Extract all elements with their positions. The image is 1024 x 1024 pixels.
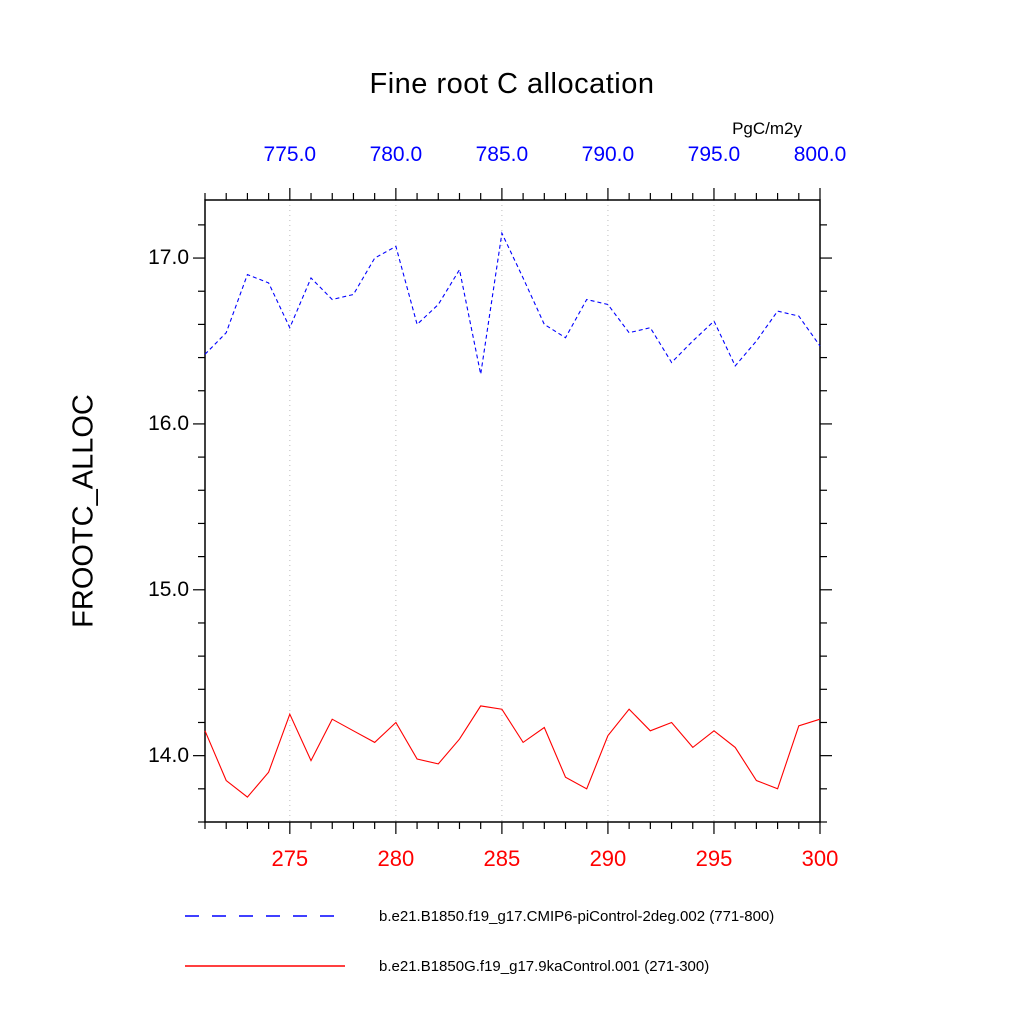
left-axis-tick-label: 14.0	[148, 743, 189, 767]
top-axis-tick-label: 795.0	[687, 143, 741, 166]
bottom-axis-tick-label: 280	[377, 846, 415, 871]
legend-entry: b.e21.B1850.f19_g17.CMIP6-piControl-2deg…	[185, 905, 774, 927]
top-axis-tick-label: 785.0	[475, 143, 529, 166]
left-axis-tick-label: 17.0	[148, 246, 189, 270]
bottom-axis-tick-label: 285	[483, 846, 521, 871]
top-axis-tick-label: 775.0	[263, 143, 317, 166]
top-axis-unit-label: PgC/m2y	[732, 119, 802, 138]
top-axis-tick-label: 790.0	[581, 143, 635, 166]
legend: b.e21.B1850.f19_g17.CMIP6-piControl-2deg…	[185, 905, 774, 1005]
bottom-axis-tick-label: 290	[589, 846, 627, 871]
left-axis-tick-label: 16.0	[148, 411, 189, 435]
top-axis-tick-label: 800.0	[793, 143, 847, 166]
bottom-axis-tick-label: 275	[271, 846, 309, 871]
legend-entry: b.e21.B1850G.f19_g17.9kaControl.001 (271…	[185, 955, 774, 977]
bottom-axis-tick-label: 295	[695, 846, 733, 871]
series-line-1	[204, 705, 821, 798]
left-axis-tick-label: 15.0	[148, 577, 189, 601]
top-axis-tick-label: 780.0	[369, 143, 423, 166]
legend-line-sample	[185, 965, 345, 967]
legend-entry-label: b.e21.B1850.f19_g17.CMIP6-piControl-2deg…	[379, 907, 775, 925]
plot-frame	[204, 199, 821, 823]
y-axis-title: FROOTC_ALLOC	[67, 394, 100, 628]
chart-title: Fine root C allocation	[369, 68, 655, 100]
legend-line-sample	[185, 915, 345, 917]
series-line-0	[204, 231, 821, 375]
bottom-axis-tick-label: 300	[801, 846, 839, 871]
legend-entry-label: b.e21.B1850G.f19_g17.9kaControl.001 (271…	[379, 957, 710, 975]
